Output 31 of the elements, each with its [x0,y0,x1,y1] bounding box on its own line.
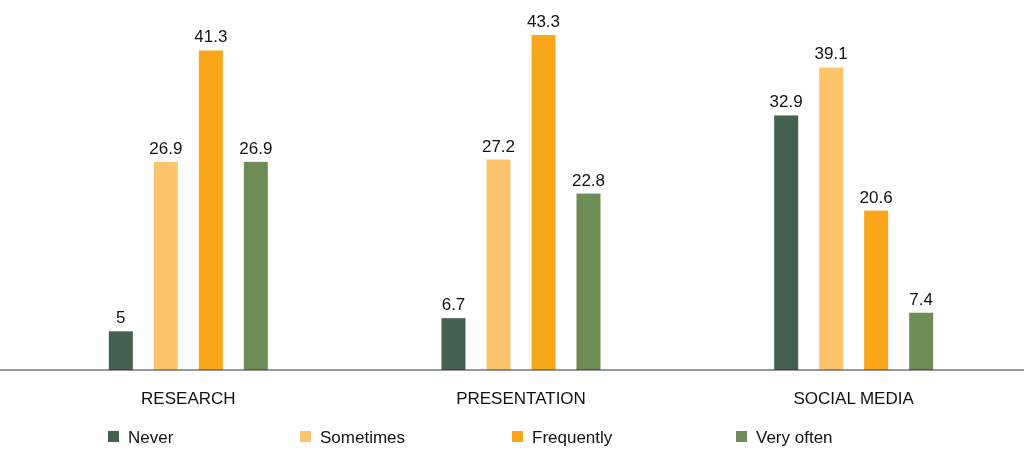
x-tick-label: RESEARCH [141,389,236,408]
bar [486,159,511,370]
bar [243,161,268,370]
legend-label: Sometimes [320,428,406,447]
bar [774,115,799,370]
bar [576,193,601,370]
data-label: 27.2 [481,136,516,156]
bar [531,35,556,370]
data-label: 26.9 [239,138,273,158]
legend-label: Very often [756,428,833,447]
data-label: 43.3 [526,12,561,31]
data-label: 32.9 [769,92,803,112]
data-label: 5 [116,308,126,328]
bar [441,318,466,370]
data-label: 39.1 [814,44,848,64]
bar [198,50,223,370]
data-label: 7.4 [909,289,933,309]
bar [819,67,844,370]
data-label: 41.3 [194,27,228,47]
data-label: 6.7 [441,295,466,315]
bar [153,161,178,370]
bar [108,331,133,370]
x-tick-label: SOCIAL MEDIA [793,389,915,408]
bar [909,312,934,370]
bar [864,210,889,370]
x-tick-label: PRESENTATION [456,389,586,408]
legend-label: Frequently [532,428,613,447]
data-label: 26.9 [149,138,183,158]
legend-label: Never [128,428,174,447]
data-label: 22.8 [571,170,606,190]
data-label: 20.6 [859,187,893,207]
